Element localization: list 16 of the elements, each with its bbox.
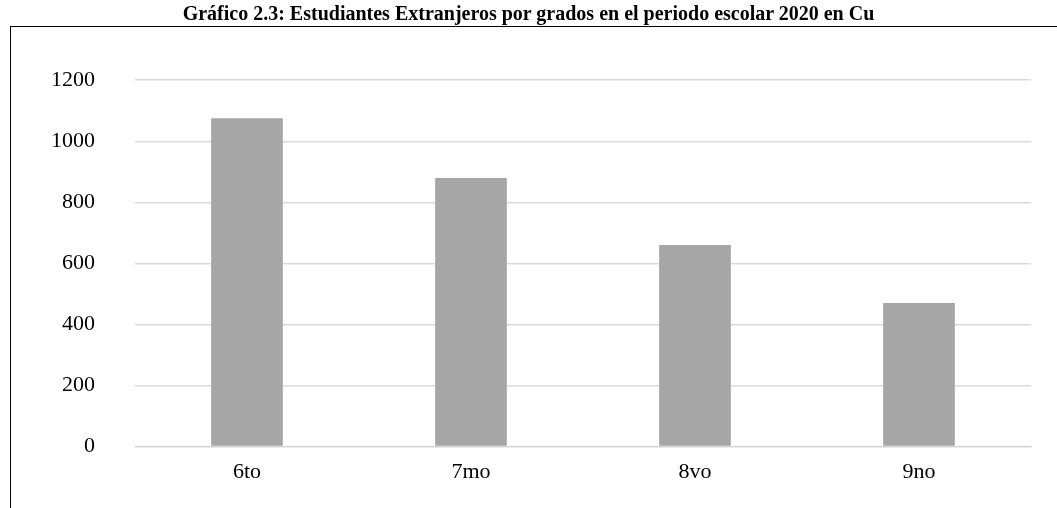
x-tick-label: 8vo [678, 457, 712, 483]
y-tick-label: 0 [84, 432, 95, 458]
y-tick-label: 600 [62, 249, 95, 275]
x-tick-label: 9no [902, 457, 936, 483]
y-tick-label: 1200 [51, 65, 95, 91]
y-tick-label: 400 [62, 310, 95, 336]
bar [211, 118, 283, 446]
x-tick-label: 7mo [451, 457, 491, 483]
bar [659, 245, 731, 446]
bar [435, 177, 507, 446]
x-tick-label: 6to [232, 457, 262, 483]
y-tick-label: 800 [62, 188, 95, 214]
y-tick-label: 200 [62, 371, 95, 397]
bar [883, 303, 955, 446]
chart-title: Gráfico 2.3: Estudiantes Extranjeros por grados en el periodo escolar 2020 en Cu [181, 2, 876, 24]
y-tick-label: 1000 [51, 127, 95, 153]
